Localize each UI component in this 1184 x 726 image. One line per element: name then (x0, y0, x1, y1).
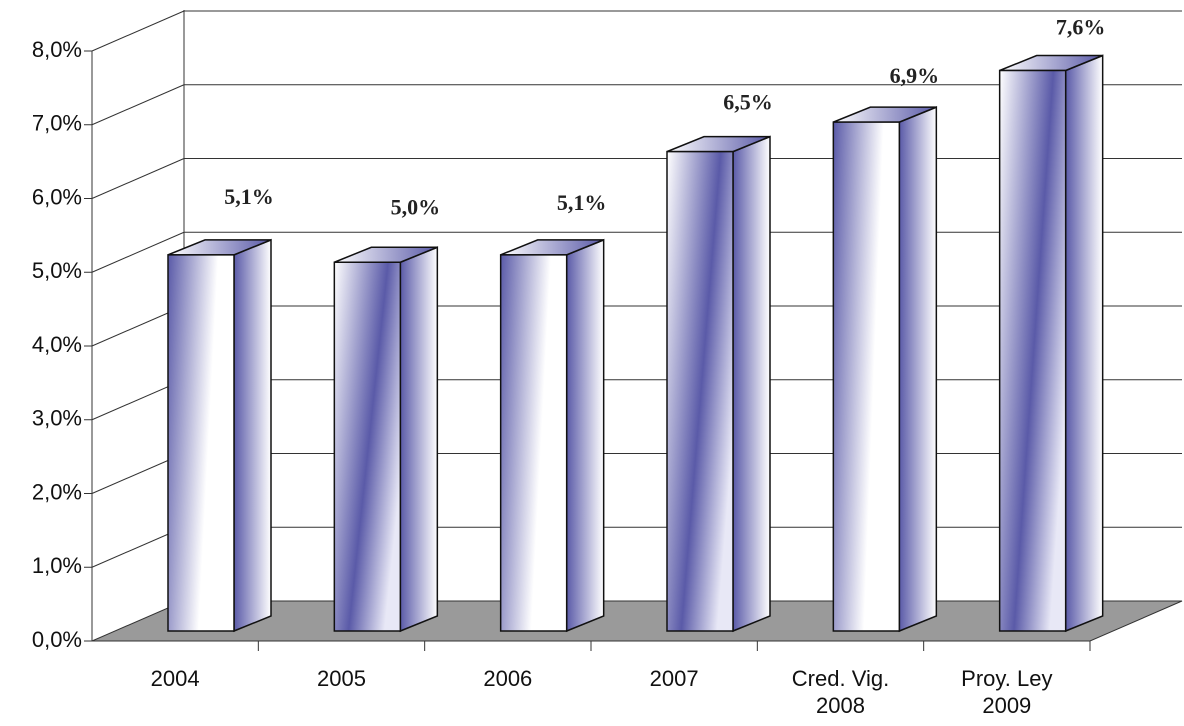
y-tick-label: 6,0% (32, 184, 82, 209)
value-label: 5,0% (391, 194, 441, 219)
bar (167, 238, 272, 633)
value-label: 5,1% (557, 190, 607, 215)
bar-front (167, 254, 235, 632)
x-tick-label: 2006 (483, 666, 533, 691)
grid-line (91, 158, 185, 199)
bar-front (832, 121, 901, 632)
y-tick-label: 2,0% (32, 479, 82, 504)
y-tick-label: 8,0% (32, 37, 82, 62)
bar-side (732, 135, 771, 633)
value-label: 6,5% (723, 90, 773, 115)
value-label: 6,9% (890, 63, 940, 88)
bar-front (499, 254, 568, 632)
grid-line (91, 231, 185, 273)
x-tick-label: Proy. Ley 2009 (961, 666, 1053, 718)
x-tick-label: 2007 (649, 666, 699, 691)
bar-side (1064, 54, 1104, 633)
value-label: 7,6% (1056, 15, 1106, 40)
bar-side (233, 238, 272, 633)
bar-front (998, 69, 1067, 632)
bar (998, 54, 1104, 633)
bar-side (898, 106, 938, 633)
bar-front (666, 150, 734, 632)
bar (666, 135, 771, 633)
y-tick-label: 7,0% (32, 111, 82, 136)
grid-line (91, 10, 185, 52)
bar (333, 246, 439, 633)
x-tick-label: 2004 (150, 666, 200, 691)
value-label: 5,1% (224, 184, 274, 209)
grid-line (91, 84, 185, 126)
bar (499, 238, 605, 633)
y-tick-label: 5,0% (32, 258, 82, 283)
bar (832, 106, 938, 633)
y-tick-label: 3,0% (32, 406, 82, 431)
y-tick-label: 0,0% (32, 627, 82, 652)
x-tick-label: 2005 (317, 666, 366, 691)
y-tick-label: 1,0% (32, 553, 82, 578)
bar-front (333, 261, 402, 632)
bar-side (399, 246, 439, 633)
x-tick-label: Cred. Vig. 2008 (791, 666, 890, 718)
y-tick-label: 4,0% (32, 332, 82, 357)
bar-side (565, 238, 605, 633)
